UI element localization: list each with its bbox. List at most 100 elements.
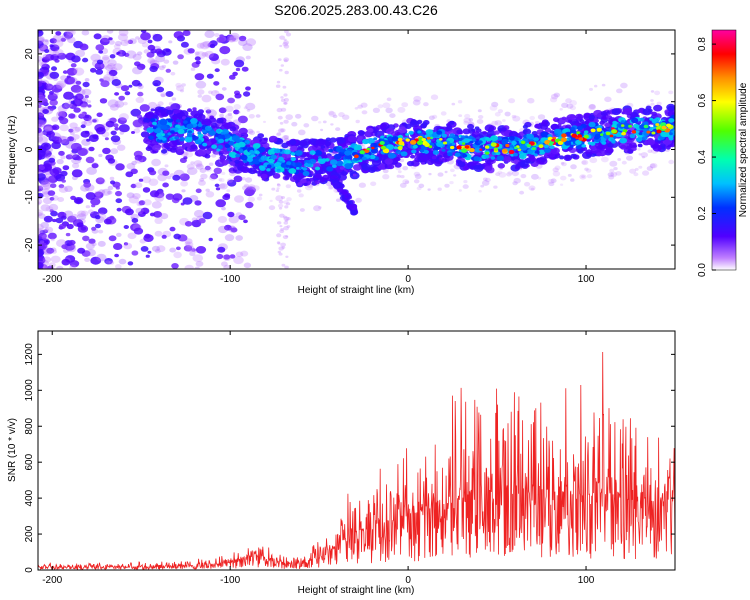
heatmap-cell — [570, 126, 576, 131]
heatmap-cell — [173, 31, 184, 39]
heatmap-cell — [58, 186, 68, 193]
heatmap-cell — [77, 210, 86, 218]
heatmap-cell — [114, 253, 119, 258]
heatmap-cell — [118, 95, 125, 101]
heatmap-cell — [578, 137, 584, 141]
heatmap-cell — [397, 145, 403, 150]
heatmap-cell — [71, 126, 80, 133]
heatmap-cell — [184, 264, 194, 269]
heatmap-cell — [85, 156, 95, 164]
heatmap-cell — [529, 115, 535, 121]
heatmap-cell — [40, 240, 45, 244]
heatmap-cell — [162, 170, 170, 176]
heatmap-cell — [489, 105, 498, 111]
heatmap-cell — [60, 37, 66, 42]
heatmap-cell — [224, 224, 232, 231]
heatmap-cell — [480, 184, 485, 188]
heatmap-cell — [210, 173, 219, 180]
heatmap-cell — [490, 156, 496, 160]
heatmap-cell — [544, 140, 551, 145]
heatmap-cell — [242, 185, 250, 191]
heatmap-cell — [401, 102, 409, 108]
heatmap-cell — [533, 137, 539, 142]
heatmap-cell — [441, 133, 447, 138]
heatmap-cell — [581, 159, 589, 166]
heatmap-cell — [75, 80, 82, 85]
heatmap-cell — [165, 91, 174, 97]
heatmap-cell — [197, 131, 202, 135]
heatmap-cell — [631, 117, 639, 124]
heatmap-cell — [223, 122, 232, 129]
heatmap-cell — [126, 192, 135, 199]
heatmap-cell — [278, 156, 284, 162]
heatmap-cell — [50, 44, 60, 52]
heatmap-cell — [40, 44, 48, 51]
heatmap-cell — [61, 244, 68, 250]
heatmap-cell — [413, 171, 421, 177]
heatmap-cell — [285, 202, 291, 206]
spectrogram-x-axis: -200 -100 0 100 — [42, 30, 595, 285]
heatmap-cell — [202, 40, 212, 48]
heatmap-cell — [451, 142, 456, 146]
heatmap-cell — [214, 90, 218, 94]
heatmap-cell — [198, 180, 206, 186]
heatmap-cell — [283, 38, 287, 41]
heatmap-cell — [593, 109, 603, 118]
heatmap-cell — [38, 212, 43, 216]
heatmap-cell — [478, 115, 484, 119]
heatmap-cell — [235, 67, 241, 72]
heatmap-cell — [138, 200, 146, 206]
heatmap-cell — [322, 120, 327, 124]
heatmap-cell — [77, 247, 86, 254]
heatmap-cell — [132, 66, 143, 75]
heatmap-cell — [284, 176, 290, 180]
heatmap-cell — [53, 39, 64, 48]
heatmap-cell — [288, 168, 297, 174]
heatmap-cell — [86, 100, 92, 104]
heatmap-cell — [538, 149, 546, 155]
colorbar-tick-label: 0.0 — [697, 263, 708, 277]
heatmap-cell — [70, 84, 82, 93]
heatmap-cell — [638, 165, 643, 169]
heatmap-cell — [330, 159, 338, 165]
heatmap-cell — [462, 128, 471, 135]
heatmap-cell — [377, 104, 384, 109]
heatmap-cell — [566, 114, 576, 122]
heatmap-cell — [94, 215, 101, 220]
heatmap-cell — [229, 126, 237, 132]
heatmap-cell — [209, 43, 216, 49]
heatmap-cell — [513, 177, 521, 184]
heatmap-cell — [620, 120, 625, 124]
heatmap-cell — [637, 148, 641, 151]
heatmap-cell — [277, 250, 281, 254]
heatmap-cell — [258, 146, 266, 153]
heatmap-cell — [575, 113, 584, 120]
heatmap-cell — [620, 82, 628, 89]
heatmap-cell — [513, 137, 519, 142]
heatmap-cell — [284, 219, 289, 223]
heatmap-cell — [227, 178, 234, 183]
heatmap-cell — [115, 264, 122, 269]
heatmap-cell — [56, 111, 63, 116]
heatmap-cell — [519, 144, 528, 151]
heatmap-cell — [360, 102, 368, 108]
heatmap-cell — [113, 123, 119, 128]
heatmap-cell — [183, 120, 188, 124]
heatmap-cell — [38, 97, 48, 106]
heatmap-cell — [128, 38, 137, 45]
heatmap-cell — [667, 105, 675, 112]
heatmap-cell — [115, 163, 125, 171]
heatmap-cell — [386, 97, 392, 102]
heatmap-cell — [552, 167, 559, 173]
heatmap-cell — [117, 33, 128, 41]
heatmap-cell — [170, 71, 176, 76]
heatmap-cell — [42, 58, 48, 63]
heatmap-cell — [235, 251, 244, 258]
heatmap-cell — [581, 144, 587, 148]
heatmap-cell — [58, 184, 65, 189]
heatmap-cell — [400, 175, 405, 179]
heatmap-cell — [458, 131, 463, 135]
heatmap-cell — [70, 142, 82, 152]
heatmap-cell — [38, 209, 44, 217]
